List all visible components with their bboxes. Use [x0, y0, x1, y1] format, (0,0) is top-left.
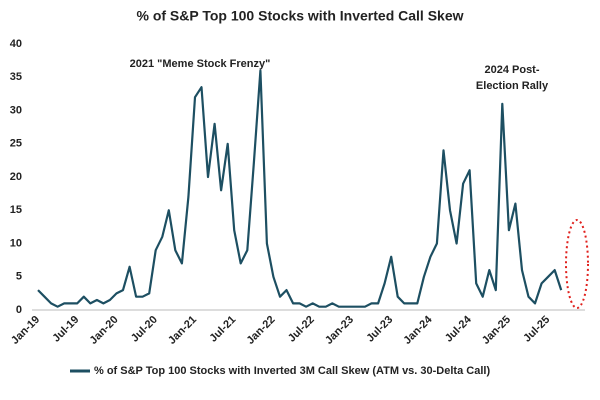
annotation: Election Rally — [476, 80, 549, 92]
y-tick-label: 20 — [10, 171, 22, 183]
chart-title: % of S&P Top 100 Stocks with Inverted Ca… — [136, 8, 463, 24]
y-tick-label: 10 — [10, 237, 22, 249]
y-tick-label: 15 — [10, 204, 22, 216]
y-tick-label: 0 — [16, 304, 22, 316]
legend-label: % of S&P Top 100 Stocks with Inverted 3M… — [94, 365, 490, 377]
x-tick-label: Jul-24 — [443, 313, 475, 345]
highlight-ellipse — [565, 219, 589, 309]
y-tick-label: 5 — [16, 271, 22, 283]
x-tick-label: Jul-20 — [129, 314, 160, 345]
x-tick-label: Jul-23 — [364, 314, 395, 345]
x-tick-label: Jan-22 — [244, 314, 277, 347]
x-tick-label: Jul-22 — [286, 314, 317, 345]
y-tick-label: 40 — [10, 38, 22, 50]
x-tick-label: Jul-19 — [50, 314, 81, 345]
data-line — [37, 69, 563, 308]
y-tick-label: 30 — [10, 104, 22, 116]
x-tick-label: Jan-20 — [88, 314, 121, 347]
x-tick-label: Jul-25 — [521, 314, 552, 345]
annotation: 2024 Post- — [484, 64, 539, 76]
y-tick-label: 35 — [10, 71, 22, 83]
x-tick-label: Jan-21 — [166, 314, 199, 347]
annotation: 2021 "Meme Stock Frenzy" — [130, 58, 271, 70]
x-tick-label: Jan-24 — [401, 313, 435, 347]
y-tick-label: 25 — [10, 138, 22, 150]
x-tick-label: Jan-23 — [323, 314, 356, 347]
x-tick-label: Jan-25 — [480, 314, 513, 347]
x-tick-label: Jan-19 — [9, 314, 42, 347]
x-tick-label: Jul-21 — [207, 314, 238, 345]
